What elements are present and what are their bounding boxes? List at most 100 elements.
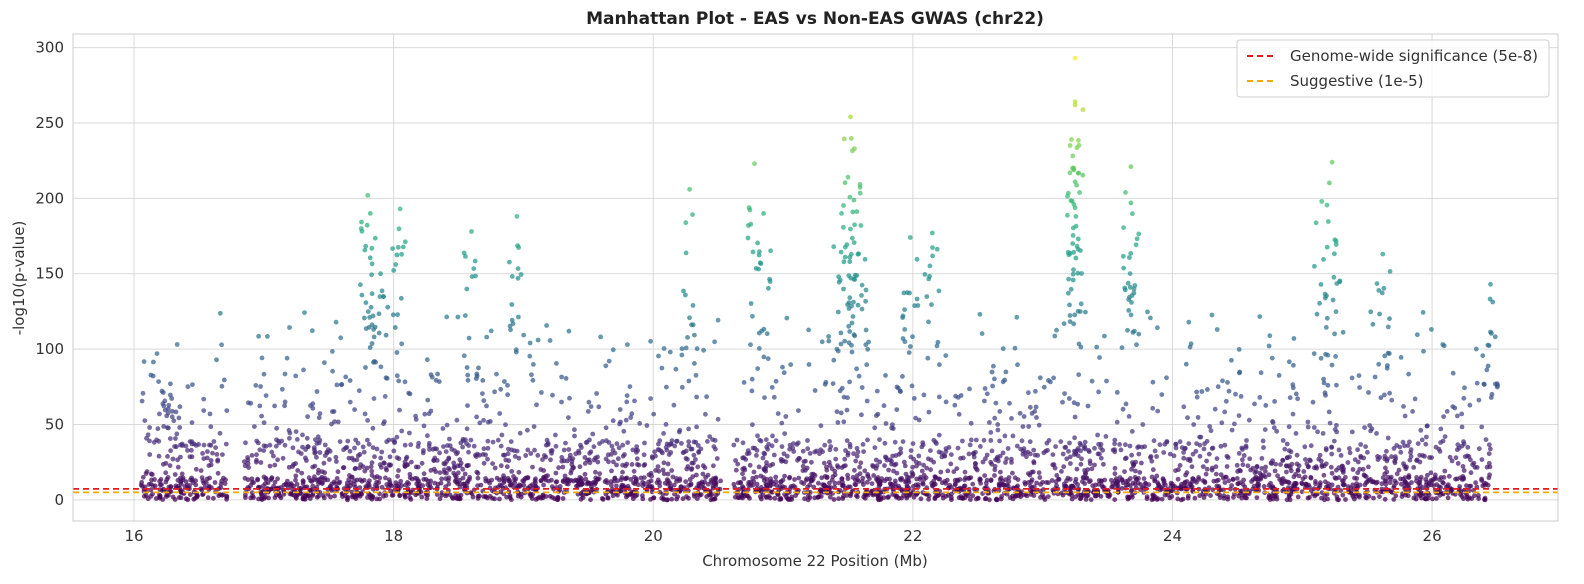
snp-point bbox=[679, 441, 684, 446]
snp-point bbox=[784, 315, 790, 321]
snp-point bbox=[203, 480, 209, 485]
snp-point bbox=[1420, 310, 1426, 315]
snp-point bbox=[1095, 432, 1100, 438]
snp-point bbox=[165, 406, 171, 412]
snp-point bbox=[1296, 463, 1302, 469]
snp-point bbox=[635, 462, 640, 467]
snp-point bbox=[468, 437, 474, 443]
snp-point bbox=[978, 444, 983, 449]
snp-point bbox=[1411, 495, 1417, 501]
snp-point bbox=[769, 443, 775, 449]
snp-point bbox=[759, 328, 765, 334]
snp-point bbox=[1195, 415, 1201, 420]
snp-point bbox=[481, 460, 487, 466]
snp-point bbox=[1009, 416, 1014, 421]
snp-point bbox=[1197, 453, 1203, 459]
snp-point bbox=[805, 438, 810, 443]
snp-point bbox=[1417, 452, 1423, 458]
snp-point bbox=[261, 483, 266, 489]
snp-point bbox=[1142, 444, 1148, 449]
snp-point bbox=[1377, 311, 1382, 317]
snp-point bbox=[734, 437, 740, 443]
snp-point bbox=[1402, 443, 1407, 449]
snp-point bbox=[604, 478, 609, 483]
snp-point bbox=[343, 445, 348, 451]
snp-point bbox=[863, 327, 869, 333]
snp-point bbox=[832, 480, 838, 486]
snp-point bbox=[856, 373, 862, 379]
snp-point bbox=[605, 452, 611, 458]
snp-point bbox=[849, 349, 855, 355]
snp-point bbox=[1140, 422, 1146, 427]
snp-point bbox=[198, 468, 204, 473]
snp-point bbox=[1325, 382, 1331, 388]
snp-point bbox=[1078, 248, 1083, 254]
snp-point bbox=[516, 469, 522, 475]
snp-point bbox=[713, 481, 719, 487]
snp-point bbox=[711, 444, 717, 449]
snp-point bbox=[854, 366, 859, 372]
snp-point bbox=[461, 481, 466, 487]
snp-point bbox=[686, 443, 692, 449]
snp-point bbox=[951, 469, 957, 475]
snp-point bbox=[1365, 449, 1370, 455]
snp-point bbox=[499, 432, 505, 438]
snp-point bbox=[577, 464, 583, 470]
snp-point bbox=[968, 420, 974, 426]
snp-point bbox=[571, 478, 576, 484]
snp-point bbox=[668, 486, 674, 491]
snp-point bbox=[884, 476, 890, 482]
snp-point bbox=[610, 418, 616, 424]
snp-point bbox=[980, 459, 986, 465]
snp-point bbox=[676, 429, 682, 435]
snp-point bbox=[818, 423, 824, 429]
snp-point bbox=[1257, 395, 1263, 400]
snp-point bbox=[625, 342, 630, 347]
snp-point bbox=[498, 443, 504, 449]
snp-point bbox=[185, 448, 190, 453]
snp-point bbox=[1391, 446, 1397, 451]
snp-point bbox=[1398, 476, 1403, 482]
snp-point bbox=[871, 473, 877, 478]
snp-point bbox=[882, 463, 887, 468]
snp-point bbox=[460, 466, 466, 472]
snp-point bbox=[860, 442, 866, 447]
snp-point bbox=[177, 425, 183, 430]
snp-point bbox=[1117, 442, 1122, 447]
snp-point bbox=[1173, 441, 1179, 447]
snp-point bbox=[952, 402, 958, 408]
snp-point bbox=[623, 494, 629, 500]
snp-point bbox=[1082, 471, 1088, 477]
snp-point bbox=[208, 424, 214, 430]
snp-point bbox=[1319, 490, 1325, 495]
snp-point bbox=[788, 362, 794, 367]
snp-point bbox=[156, 379, 162, 384]
snp-point bbox=[1280, 457, 1286, 463]
snp-point bbox=[638, 475, 644, 481]
snp-point bbox=[1428, 478, 1434, 483]
snp-point bbox=[321, 495, 327, 501]
snp-point bbox=[603, 425, 609, 431]
snp-point bbox=[856, 251, 861, 257]
snp-point bbox=[921, 392, 927, 398]
snp-point bbox=[1128, 200, 1134, 206]
snp-point bbox=[1123, 442, 1128, 448]
snp-point bbox=[298, 451, 304, 456]
snp-point bbox=[1237, 369, 1243, 375]
snp-point bbox=[920, 481, 926, 487]
snp-point bbox=[998, 496, 1004, 502]
snp-point bbox=[279, 438, 285, 444]
snp-point bbox=[171, 418, 177, 424]
snp-point bbox=[1092, 462, 1097, 468]
snp-point bbox=[560, 464, 566, 470]
snp-point bbox=[1284, 455, 1290, 460]
snp-point bbox=[253, 383, 259, 388]
snp-point bbox=[1007, 400, 1012, 406]
snp-point bbox=[168, 381, 173, 387]
snp-point bbox=[666, 452, 672, 457]
snp-point bbox=[1440, 342, 1446, 347]
snp-point bbox=[393, 480, 399, 486]
snp-point bbox=[329, 421, 334, 427]
snp-point bbox=[394, 373, 400, 379]
snp-point bbox=[914, 256, 920, 262]
